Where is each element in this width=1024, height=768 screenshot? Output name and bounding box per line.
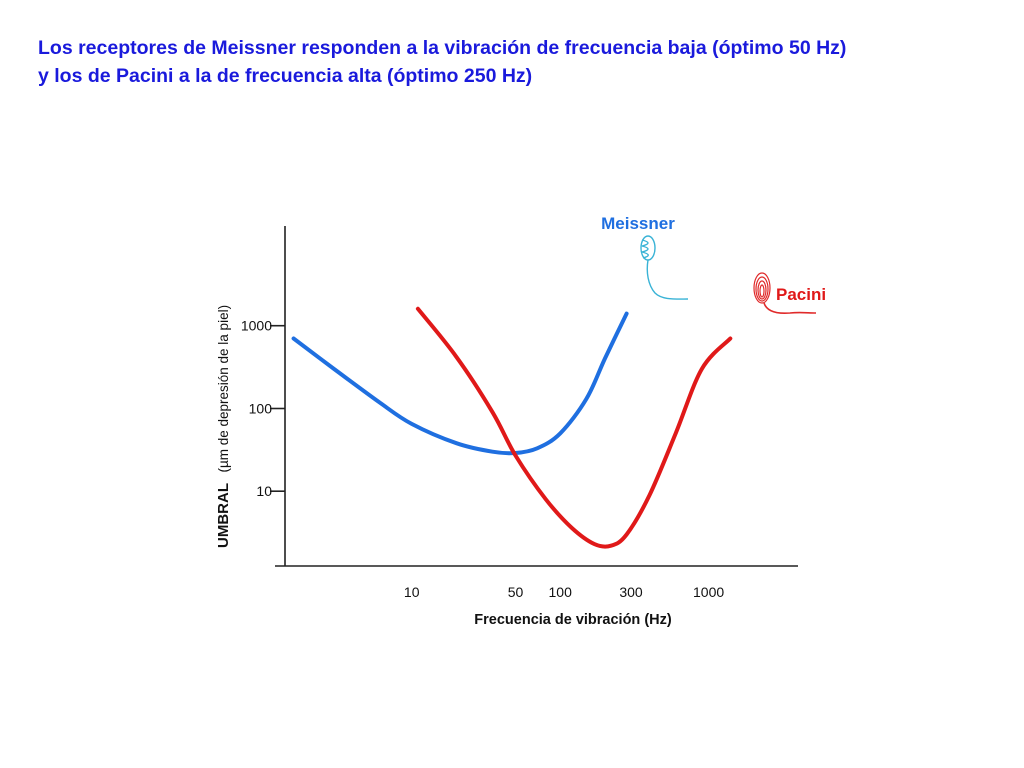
y-axis-title-sub: (µm de depresión de la piel) <box>216 305 231 473</box>
y-tick-label: 100 <box>249 401 273 417</box>
pacini-curve <box>415 306 733 549</box>
chart-ticks: 10 50 100 300 1000 10 100 1000 <box>241 318 725 600</box>
y-tick-label: 10 <box>256 483 272 499</box>
meissner-series-label: Meissner <box>601 214 675 233</box>
x-tick-label: 100 <box>549 584 573 600</box>
y-axis-title-main: UMBRAL <box>215 483 232 548</box>
x-tick-label: 300 <box>619 584 643 600</box>
meissner-curve <box>291 311 629 456</box>
y-tick-label: 1000 <box>241 318 272 334</box>
x-tick-label: 10 <box>404 584 420 600</box>
chart-curves <box>291 306 733 549</box>
x-tick-label: 50 <box>508 584 524 600</box>
pacini-series-label: Pacini <box>776 285 826 304</box>
x-axis-title: Frecuencia de vibración (Hz) <box>474 612 672 628</box>
slide-title: Los receptores de Meissner responden a l… <box>38 34 998 90</box>
x-tick-label: 1000 <box>693 584 724 600</box>
slide-title-line-2: y los de Pacini a la de frecuencia alta … <box>38 65 533 87</box>
y-axis-title: UMBRAL (µm de depresión de la piel) <box>215 305 232 548</box>
pacinian-corpuscle-icon <box>753 272 817 315</box>
slide-title-line-1: Los receptores de Meissner responden a l… <box>38 37 847 59</box>
chart-axes <box>275 226 798 567</box>
meissner-corpuscle-icon <box>640 235 689 300</box>
